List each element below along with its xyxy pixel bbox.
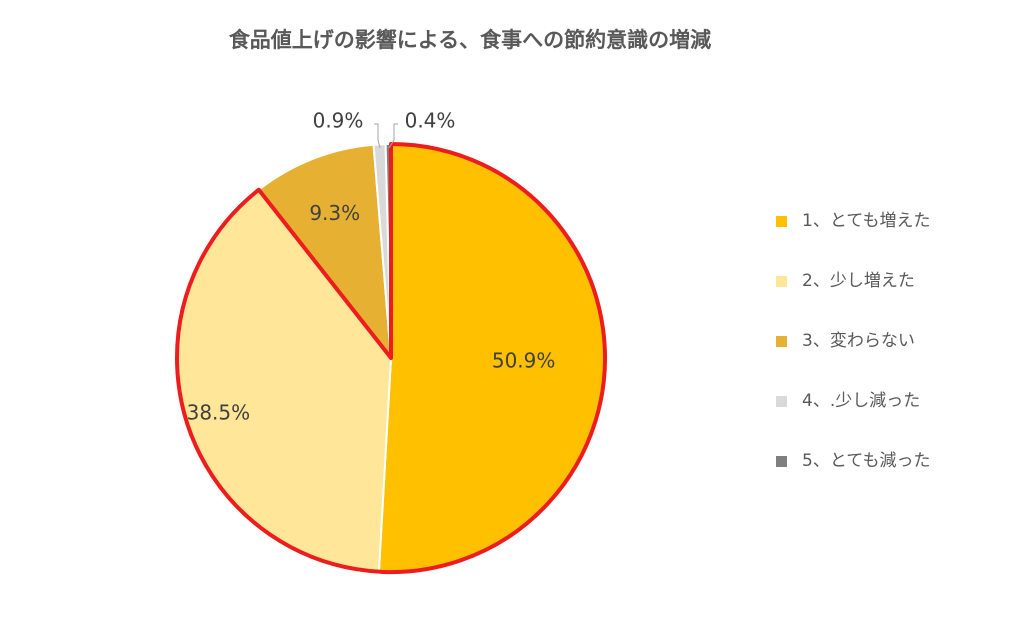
data-label-4: 0.9% xyxy=(313,109,364,133)
legend-label-1: 1、とても増えた xyxy=(802,211,931,231)
data-label-5: 0.4% xyxy=(405,109,456,133)
legend-swatch-1 xyxy=(776,216,787,227)
legend-swatch-5 xyxy=(776,456,787,467)
leader-line-4 xyxy=(374,123,381,149)
data-label-2: 38.5% xyxy=(187,400,251,424)
legend-swatch-2 xyxy=(776,276,787,287)
data-label-3: 9.3% xyxy=(309,201,360,225)
leader-line-5 xyxy=(388,123,398,149)
highlight-outline xyxy=(175,142,607,574)
legend-swatch-4 xyxy=(776,396,787,407)
legend-swatch-3 xyxy=(776,336,787,347)
data-label-1: 50.9% xyxy=(492,348,556,372)
legend-label-4: 4、.少し減った xyxy=(802,391,921,411)
legend-label-3: 3、変わらない xyxy=(802,331,915,351)
legend-label-2: 2、少し増えた xyxy=(802,271,915,291)
pie-slice-3 xyxy=(257,143,393,362)
legend-label-5: 5、とても減った xyxy=(802,451,931,471)
chart-title: 食品値上げの影響による、食事への節約意識の増減 xyxy=(228,28,712,52)
